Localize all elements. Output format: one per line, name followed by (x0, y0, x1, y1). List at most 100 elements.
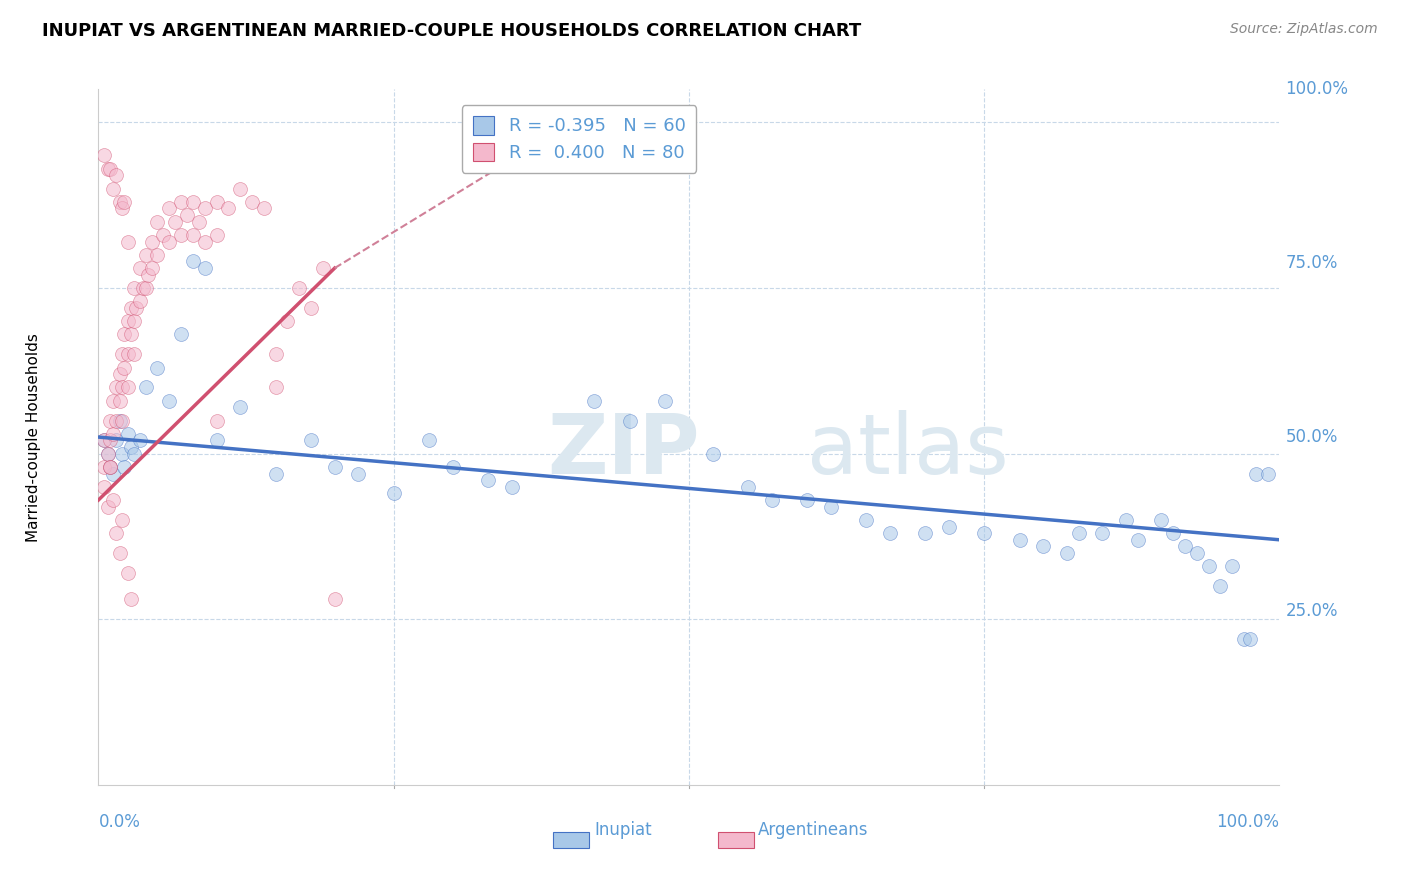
Point (170, 327, 193, 342)
Point (170, 194, 193, 209)
Point (108, 367, 131, 381)
Point (205, 434, 228, 448)
Text: 75.0%: 75.0% (1285, 254, 1337, 272)
Point (111, 413, 134, 427)
Point (93, 480, 115, 494)
Point (264, 467, 287, 481)
Point (299, 434, 322, 448)
Point (583, 393, 606, 408)
Point (112, 360, 135, 375)
Point (1244, 467, 1267, 481)
Point (229, 181, 252, 195)
Point (101, 426, 124, 441)
Point (879, 526, 901, 541)
Point (93, 434, 115, 448)
Text: 50.0%: 50.0% (1285, 428, 1337, 446)
Point (181, 194, 204, 209)
Point (382, 486, 405, 500)
Point (1126, 533, 1149, 547)
Point (288, 281, 311, 295)
Point (97, 500, 120, 514)
Point (702, 447, 724, 461)
Point (855, 513, 877, 527)
Point (108, 194, 131, 209)
Point (312, 261, 335, 276)
Point (194, 235, 217, 249)
Text: INUPIAT VS ARGENTINEAN MARRIED-COUPLE HOUSEHOLDS CORRELATION CHART: INUPIAT VS ARGENTINEAN MARRIED-COUPLE HO… (42, 22, 862, 40)
Point (1239, 632, 1261, 647)
Text: Married-couple Households: Married-couple Households (25, 333, 41, 541)
Text: 100.0%: 100.0% (1285, 80, 1348, 98)
Point (93, 459, 115, 474)
Text: Argentineans: Argentineans (758, 822, 868, 839)
Point (1115, 513, 1137, 527)
Point (135, 380, 157, 394)
Point (128, 434, 150, 448)
Point (761, 493, 783, 508)
Point (170, 227, 193, 242)
Point (108, 393, 131, 408)
Text: 100.0%: 100.0% (1216, 813, 1279, 830)
Point (111, 513, 134, 527)
Point (1257, 467, 1279, 481)
Point (194, 202, 217, 216)
Point (1220, 559, 1243, 574)
Point (146, 215, 169, 229)
Point (121, 592, 143, 607)
Point (157, 235, 180, 249)
Point (98, 459, 121, 474)
Point (737, 480, 759, 494)
Point (101, 393, 124, 408)
Point (98, 459, 121, 474)
Point (157, 202, 180, 216)
Point (128, 261, 150, 276)
Point (418, 434, 440, 448)
Text: 0.0%: 0.0% (98, 813, 141, 830)
Point (97, 161, 120, 176)
Point (111, 380, 134, 394)
Point (1198, 559, 1220, 574)
Point (117, 380, 139, 394)
Text: Source: ZipAtlas.com: Source: ZipAtlas.com (1230, 22, 1378, 37)
Point (98, 459, 121, 474)
Point (112, 194, 135, 209)
Point (98, 161, 121, 176)
Point (146, 248, 169, 262)
Point (128, 294, 150, 309)
Point (253, 202, 276, 216)
Point (98, 434, 121, 448)
Point (820, 500, 842, 514)
Point (205, 413, 228, 427)
Point (1174, 540, 1197, 554)
Point (132, 281, 155, 295)
Point (1056, 546, 1078, 560)
Point (299, 301, 322, 315)
Point (441, 459, 464, 474)
Text: ZIP: ZIP (547, 410, 700, 491)
Point (796, 493, 818, 508)
Point (105, 434, 128, 448)
Point (105, 413, 128, 427)
Point (117, 314, 139, 328)
Point (1008, 533, 1031, 547)
Point (240, 194, 263, 209)
Point (205, 227, 228, 242)
Point (1185, 546, 1208, 560)
Point (1161, 526, 1184, 541)
Point (264, 380, 287, 394)
Point (1209, 579, 1232, 593)
Point (264, 347, 287, 361)
Point (98, 413, 121, 427)
Point (105, 526, 128, 541)
Point (111, 202, 134, 216)
Point (117, 426, 139, 441)
Point (117, 566, 139, 580)
Point (152, 227, 174, 242)
Point (125, 301, 148, 315)
Point (122, 447, 145, 461)
Point (205, 194, 228, 209)
Point (176, 208, 198, 222)
Point (477, 473, 499, 487)
Point (101, 181, 124, 195)
Point (1233, 632, 1256, 647)
